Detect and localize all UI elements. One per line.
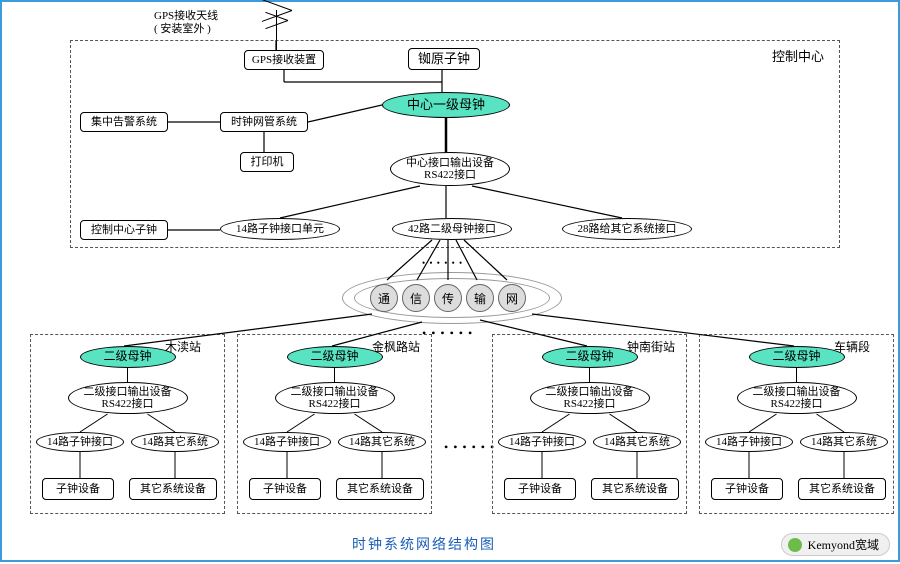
- diagram-title: 时钟系统网络结构图: [352, 534, 496, 554]
- edges-layer: [2, 2, 900, 564]
- footer-brand: Kemyond宽域: [781, 533, 890, 556]
- clock-network-diagram: GPS接收天线 ( 安装室外 ) 控制中心 GPS接收装置 铷原子钟 中心一级母…: [2, 2, 898, 560]
